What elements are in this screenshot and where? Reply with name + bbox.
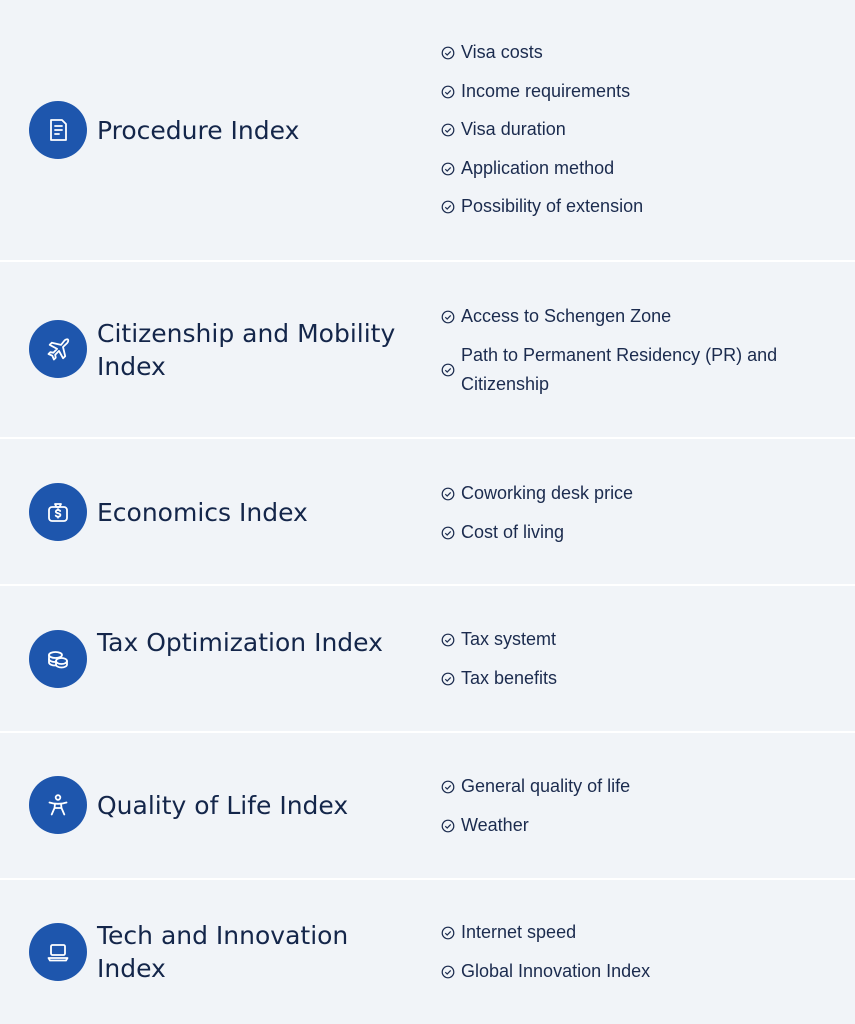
quality-of-life-index-section: Quality of Life Index General quality of… — [0, 733, 855, 878]
section-title: Tech and Innovation Index — [97, 921, 349, 983]
list-item: Possibility of extension — [441, 192, 831, 221]
list-item-label: Access to Schengen Zone — [461, 306, 672, 326]
list-item-label: Income requirements — [461, 80, 631, 101]
economics-index-section: Economics Index Coworking desk price Cos… — [0, 439, 855, 584]
check-circle-icon — [441, 85, 455, 98]
list-item: Path to Permanent Residency (PR) and Cit… — [441, 341, 831, 399]
check-circle-icon — [441, 162, 455, 175]
list-item: Access to Schengen Zone — [441, 302, 831, 331]
check-circle-icon — [441, 200, 455, 214]
check-circle-icon — [441, 780, 455, 794]
list-item-label: Weather — [461, 814, 529, 835]
section-title: Tax Optimization Index — [97, 628, 383, 657]
check-circle-icon — [441, 310, 455, 324]
section-title: Economics Index — [97, 498, 308, 527]
list-item-label: Visa duration — [461, 119, 566, 139]
list-item-label: Visa costs — [461, 42, 543, 62]
check-circle-icon — [441, 363, 455, 377]
laptop-icon — [29, 923, 87, 981]
list-item: Weather — [441, 811, 831, 840]
list-item: Income requirements — [441, 77, 831, 106]
list-item: Visa duration — [441, 115, 831, 144]
citizenship-mobility-index-section: Citizenship and Mobility Index Access to… — [0, 262, 855, 437]
tax-optimization-index-section: Tax Optimization Index Tax systemt Tax b… — [0, 586, 855, 731]
criteria-list: Internet speed Global Innovation Index — [441, 918, 831, 995]
list-item: Visa costs — [441, 38, 831, 67]
procedure-index-section: Procedure Index Visa costs Income requir… — [0, 0, 855, 261]
criteria-list: Coworking desk price Cost of living — [441, 479, 831, 556]
check-circle-icon — [441, 526, 455, 539]
check-circle-icon — [441, 965, 455, 978]
section-divider — [0, 260, 855, 262]
list-item-label: Possibility of extension — [461, 196, 644, 216]
list-item-label: Global Innovation Index — [461, 960, 651, 981]
section-divider — [0, 584, 855, 586]
check-circle-icon — [441, 123, 455, 137]
list-item-label: Tax benefits — [461, 667, 558, 688]
list-item: Cost of living — [441, 518, 831, 547]
coins-icon — [29, 630, 87, 688]
list-item: Internet speed — [441, 918, 831, 947]
criteria-list: Access to Schengen Zone Path to Permanen… — [441, 302, 831, 408]
document-icon — [29, 101, 87, 159]
criteria-list: Tax systemt Tax benefits — [441, 625, 831, 702]
list-item-label: Tax systemt — [461, 629, 557, 649]
section-divider — [0, 731, 855, 733]
check-circle-icon — [441, 46, 455, 60]
section-divider — [0, 437, 855, 439]
list-item-label: General quality of life — [461, 776, 631, 796]
check-circle-icon — [441, 672, 455, 685]
criteria-list: General quality of life Weather — [441, 772, 831, 849]
list-item: General quality of life — [441, 772, 831, 801]
list-item: Tax systemt — [441, 625, 831, 654]
list-item-label: Coworking desk price — [461, 483, 634, 503]
list-item-label: Cost of living — [461, 521, 565, 542]
criteria-list: Visa costs Income requirements Visa dura… — [441, 38, 831, 231]
list-item: Coworking desk price — [441, 479, 831, 508]
section-title: Procedure Index — [97, 116, 300, 145]
list-item-label: Application method — [461, 157, 615, 178]
check-circle-icon — [441, 487, 455, 501]
tech-innovation-index-section: Tech and Innovation Index Internet speed… — [0, 880, 855, 1024]
list-item: Tax benefits — [441, 664, 831, 693]
list-item: Global Innovation Index — [441, 957, 831, 986]
person-icon — [29, 776, 87, 834]
money-bag-icon — [29, 483, 87, 541]
section-title: Quality of Life Index — [97, 791, 349, 820]
section-title: Citizenship and Mobility Index — [97, 319, 396, 381]
check-circle-icon — [441, 633, 455, 647]
check-circle-icon — [441, 819, 455, 832]
section-divider — [0, 878, 855, 880]
list-item-label: Internet speed — [461, 922, 577, 942]
list-item: Application method — [441, 154, 831, 183]
airplane-icon — [29, 320, 87, 378]
check-circle-icon — [441, 926, 455, 940]
list-item-label: Path to Permanent Residency (PR) and Cit… — [461, 344, 778, 394]
